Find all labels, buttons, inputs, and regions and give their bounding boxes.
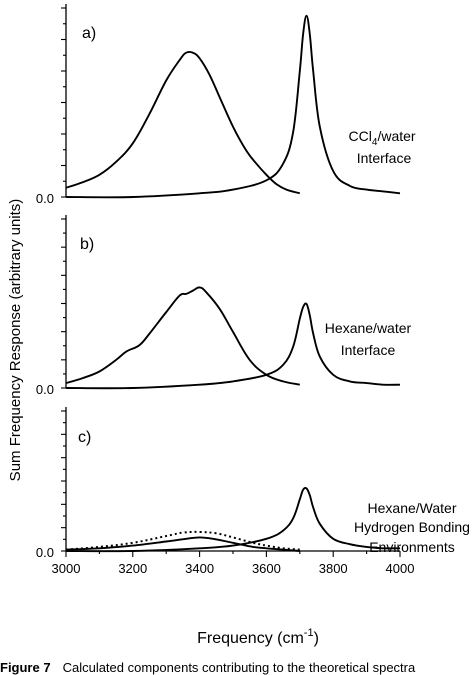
panel-b-series-0	[65, 286, 300, 386]
panel-c-series-1-dotted	[65, 530, 300, 551]
figure-caption: Figure 7 Calculated components contributi…	[0, 660, 416, 675]
panel-b-annotation-line2: Interface	[341, 342, 396, 358]
panel-c-series-2	[65, 486, 401, 553]
caption-label: Figure 7	[0, 660, 51, 675]
panel-c-annotation-line2: Hydrogen Bonding	[354, 519, 470, 535]
x-tick-label: 3200	[118, 561, 147, 576]
x-tick-label: 3600	[252, 561, 281, 576]
x-axis-title: Frequency (cm-1)	[197, 627, 319, 647]
x-tick-label: 3800	[319, 561, 348, 576]
panel-c-y-tick-label: 0.0	[36, 545, 54, 560]
panel-b-y-tick-label: 0.0	[36, 382, 54, 397]
panel-a-annotation: CCl4/water Interface	[349, 128, 420, 166]
x-tick-label: 3000	[52, 561, 81, 576]
panel-a: a) CCl4/water Interface 0.0	[36, 4, 420, 206]
panel-b-series-1	[65, 302, 401, 390]
y-axis-title: Sum Frequency Response (arbitrary units)	[7, 199, 24, 482]
panel-c-series-0	[65, 536, 300, 552]
caption-text: Calculated components contributing to th…	[63, 660, 416, 675]
panel-a-series-1	[65, 14, 401, 199]
panel-a-y-tick-label: 0.0	[36, 191, 54, 206]
panel-a-label: a)	[82, 25, 96, 42]
panel-b-label: b)	[80, 236, 94, 253]
x-tick-label: 3400	[185, 561, 214, 576]
panel-c-annotation-line3: Environments	[369, 539, 455, 555]
panel-b: b) Hexane/water Interface 0.0	[36, 215, 412, 397]
panel-c-label: c)	[78, 429, 91, 446]
panel-b-annotation-line1: Hexane/water	[325, 320, 412, 336]
panel-c-annotation-line1: Hexane/Water	[368, 500, 457, 516]
panel-a-series-0	[65, 50, 301, 195]
x-tick-label: 4000	[386, 561, 415, 576]
panel-c: c) Hexane/Water Hydrogen Bonding Environ…	[36, 407, 470, 576]
x-axis-title-end: )	[314, 630, 319, 647]
x-axis-title-sup: -1	[304, 627, 314, 639]
x-axis-title-main: Frequency (cm	[197, 630, 304, 647]
panel-a-annotation-line2: Interface	[357, 150, 412, 166]
